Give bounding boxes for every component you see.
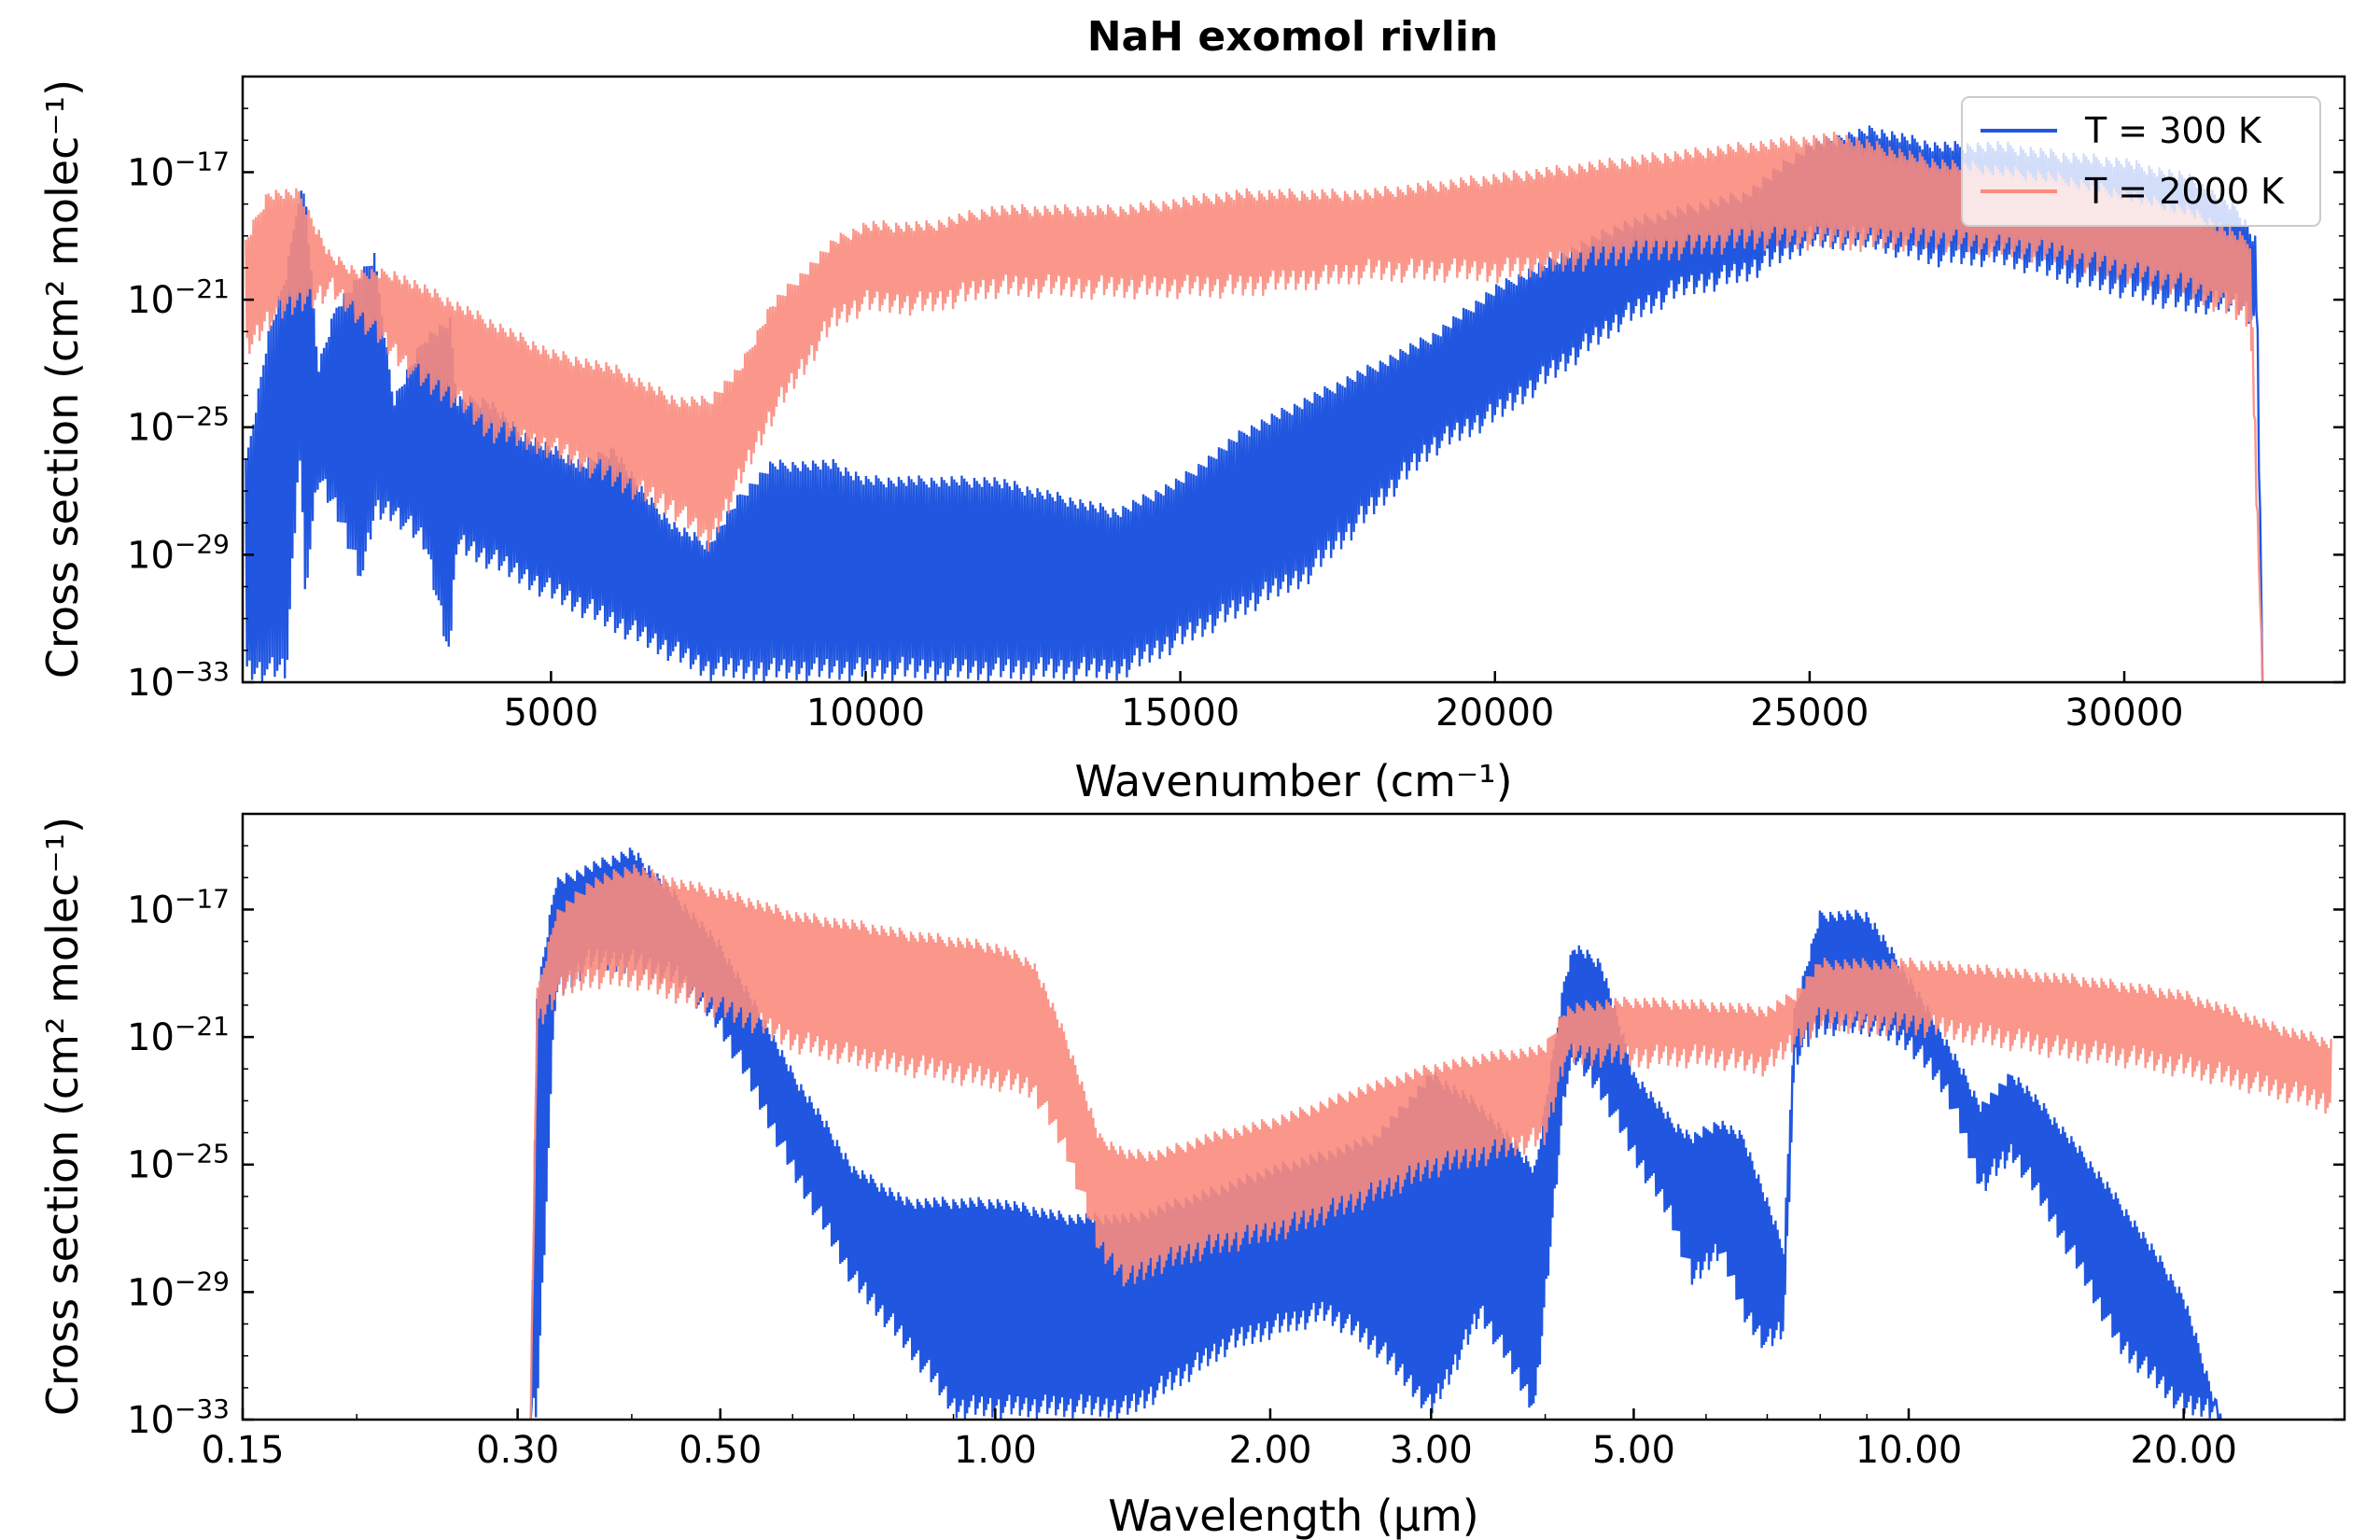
x-tick-label: 5.00	[1592, 1429, 1675, 1472]
panel-wavelength: 10−33 10−29 10−25 10−21 10−17 0.15 0.30 0.50 1.0…	[37, 812, 2346, 1540]
y-tick-label: 10−17	[127, 146, 230, 194]
x-tick-label: 30000	[2065, 692, 2183, 735]
legend: T = 300 K T = 2000 K	[1961, 96, 2321, 227]
series-2000k-line-panel2	[529, 864, 2332, 1420]
plot-frame-top	[241, 75, 2346, 684]
x-axis-label-wavenumber: Wavenumber (cm⁻¹)	[1074, 756, 1512, 806]
legend-label-2000k: T = 2000 K	[2084, 171, 2285, 212]
x-tick-label: 20000	[1435, 692, 1554, 735]
x-tick-label: 1.00	[954, 1429, 1037, 1472]
x-tick-label: 10.00	[1855, 1429, 1963, 1472]
legend-label-300k: T = 300 K	[2084, 110, 2262, 151]
x-tick-label: 5000	[503, 692, 598, 735]
x-tick-label: 15000	[1121, 692, 1239, 735]
series-2000k-line-panel1	[245, 132, 2264, 682]
x-tick-label: 20.00	[2130, 1429, 2237, 1472]
y-tick-label: 10−21	[127, 1011, 230, 1059]
y-tick-label: 10−25	[127, 1139, 230, 1187]
x-tick-label: 2.00	[1228, 1429, 1311, 1472]
x-tick-label: 10000	[806, 692, 925, 735]
y-tick-label: 10−29	[127, 1266, 230, 1314]
x-tick-label: 3.00	[1390, 1429, 1473, 1472]
x-axis-label-wavelength: Wavelength (µm)	[1108, 1491, 1478, 1540]
plot-frame-bottom	[241, 812, 2346, 1421]
y-tick-label: 10−29	[127, 528, 230, 577]
panel-wavenumber: 10−33 10−29 10−25 10−21 10−17 5000 10000 15000 2…	[37, 75, 2346, 806]
x-tick-label: 0.30	[476, 1429, 559, 1472]
y-tick-label: 10−33	[127, 1393, 230, 1442]
y-tick-label: 10−25	[127, 401, 230, 450]
y-axis-label-bottom: Cross section (cm² molec⁻¹)	[37, 817, 88, 1416]
y-tick-label: 10−17	[127, 883, 230, 931]
y-axis-label-top: Cross section (cm² molec⁻¹)	[37, 79, 88, 679]
x-tick-label: 0.15	[201, 1429, 284, 1472]
x-tick-label: 0.50	[679, 1429, 762, 1472]
chart-title: NaH exomol rivlin	[1087, 13, 1499, 61]
x-tick-label: 25000	[1750, 692, 1869, 735]
y-tick-label: 10−33	[127, 656, 230, 705]
y-tick-label: 10−21	[127, 273, 230, 322]
